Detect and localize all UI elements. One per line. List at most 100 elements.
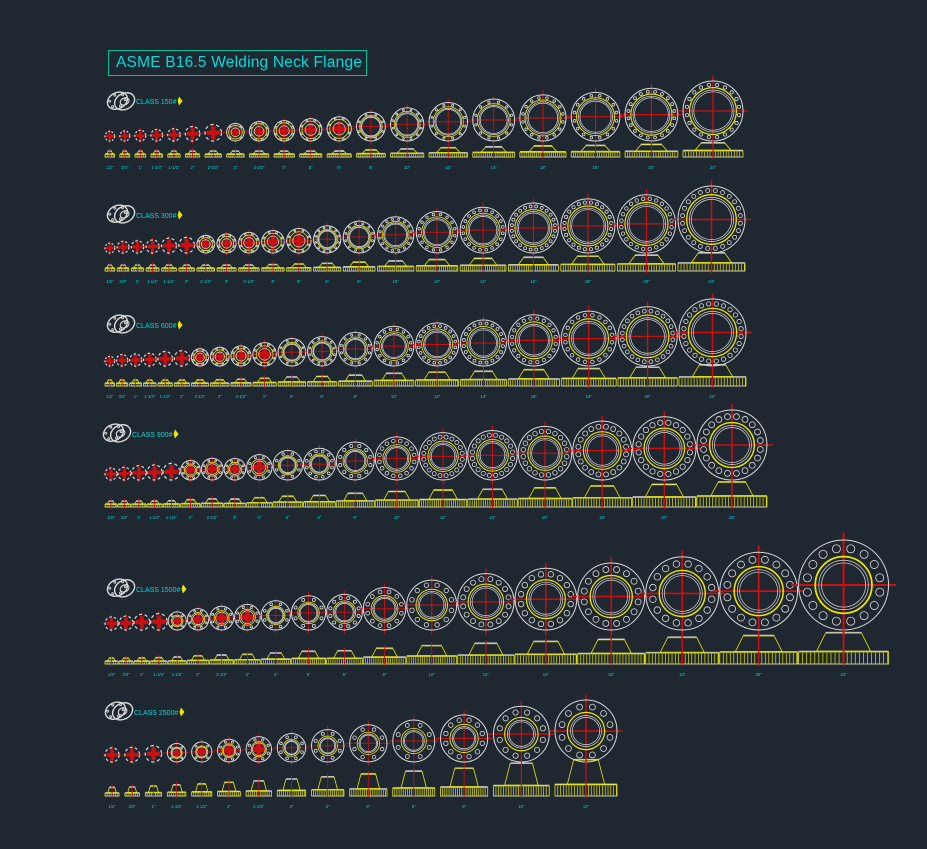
flange-section-view[interactable] [226,148,245,159]
flange-section-view[interactable] [349,770,388,798]
flange-section-view[interactable] [406,642,458,666]
flange-top-view[interactable] [116,613,136,633]
flange-section-view[interactable] [116,377,129,388]
flange-section-view[interactable] [144,783,163,798]
flange-top-view[interactable] [102,354,117,369]
flange-section-view[interactable] [104,655,119,666]
flange-top-view[interactable] [165,126,183,144]
flange-top-view[interactable] [503,198,564,258]
flange-top-view[interactable] [370,322,418,371]
flange-section-view[interactable] [130,262,145,273]
flange-section-view[interactable] [459,255,507,273]
flange-section-view[interactable] [390,145,425,159]
flange-section-view[interactable] [415,256,459,273]
flange-top-view[interactable] [249,339,280,370]
flange-top-view[interactable] [571,557,651,636]
flange-section-view[interactable] [191,780,213,798]
flange-top-view[interactable] [672,180,751,259]
flange-section-view[interactable] [356,146,386,159]
flange-section-view[interactable] [134,148,147,159]
flange-top-view[interactable] [206,603,237,634]
flange-top-view[interactable] [188,346,212,369]
flange-top-view[interactable] [310,222,345,257]
flange-section-view[interactable] [150,148,163,159]
flange-section-view[interactable] [632,481,697,509]
flange-section-view[interactable] [291,648,327,666]
flange-section-view[interactable] [167,653,187,666]
flange-top-view[interactable] [228,343,254,369]
flange-top-view[interactable] [503,309,565,371]
flange-section-view[interactable] [252,375,277,388]
flange-top-view[interactable] [370,432,423,485]
flange-top-view[interactable] [164,740,189,765]
flange-top-view[interactable] [339,217,379,257]
flange-section-view[interactable] [210,376,230,388]
flange-top-view[interactable] [296,115,325,144]
flange-top-view[interactable] [194,232,218,256]
flange-section-view[interactable] [560,365,617,388]
flange-section-view[interactable] [276,775,307,798]
flange-section-view[interactable] [362,645,407,666]
flange-top-view[interactable] [322,590,367,634]
flange-section-view[interactable] [116,262,130,273]
flange-section-view[interactable] [286,261,312,273]
flange-top-view[interactable] [299,444,339,484]
flange-top-view[interactable] [455,202,511,258]
flange-top-view[interactable] [102,129,117,144]
flange-top-view[interactable] [214,736,244,765]
flange-top-view[interactable] [425,98,472,146]
flange-top-view[interactable] [132,128,148,144]
flange-section-view[interactable] [272,493,303,509]
flange-section-view[interactable] [514,638,578,666]
flange-top-view[interactable] [612,301,683,372]
flange-section-view[interactable] [519,142,567,159]
flange-section-view[interactable] [196,262,215,273]
flange-top-view[interactable] [122,744,142,765]
flange-section-view[interactable] [178,262,195,273]
flange-top-view[interactable] [283,225,315,257]
flange-section-view[interactable] [260,649,291,666]
flange-top-view[interactable] [388,715,440,767]
flange-top-view[interactable] [243,451,276,484]
flange-section-view[interactable] [624,141,679,159]
flange-section-view[interactable] [124,783,140,798]
flange-section-view[interactable] [508,254,559,273]
flange-top-view[interactable] [612,189,681,259]
flange-section-view[interactable] [180,496,201,509]
flange-section-view[interactable] [104,262,116,273]
flange-section-view[interactable] [677,249,746,273]
flange-section-view[interactable] [261,261,285,273]
flange-section-view[interactable] [392,768,436,798]
flange-top-view[interactable] [129,238,146,256]
flange-section-view[interactable] [209,651,234,666]
flange-section-view[interactable] [129,377,143,388]
flange-top-view[interactable] [677,75,749,147]
flange-top-view[interactable] [620,83,683,146]
flange-top-view[interactable] [463,425,522,485]
flange-top-view[interactable] [202,121,225,144]
flange-top-view[interactable] [414,428,472,485]
flange-top-view[interactable] [402,575,462,635]
flange-top-view[interactable] [509,562,583,636]
flange-section-view[interactable] [230,376,252,388]
flange-section-view[interactable] [798,629,889,666]
flange-section-view[interactable] [161,262,177,273]
flange-section-view[interactable] [472,143,516,159]
flange-top-view[interactable] [102,745,122,765]
flange-section-view[interactable] [223,495,247,509]
flange-section-view[interactable] [460,368,507,388]
flange-section-view[interactable] [570,142,621,159]
flange-top-view[interactable] [271,117,298,144]
flange-top-view[interactable] [117,128,132,144]
flange-section-view[interactable] [146,498,163,509]
flange-section-view[interactable] [104,148,116,159]
flange-section-view[interactable] [157,377,173,388]
flange-section-view[interactable] [507,366,560,388]
flange-section-view[interactable] [162,497,181,509]
flange-section-view[interactable] [338,372,373,388]
flange-top-view[interactable] [273,730,310,766]
flange-section-view[interactable] [216,262,237,273]
flange-top-view[interactable] [411,318,463,371]
flange-top-view[interactable] [176,234,197,256]
flange-top-view[interactable] [102,241,117,256]
